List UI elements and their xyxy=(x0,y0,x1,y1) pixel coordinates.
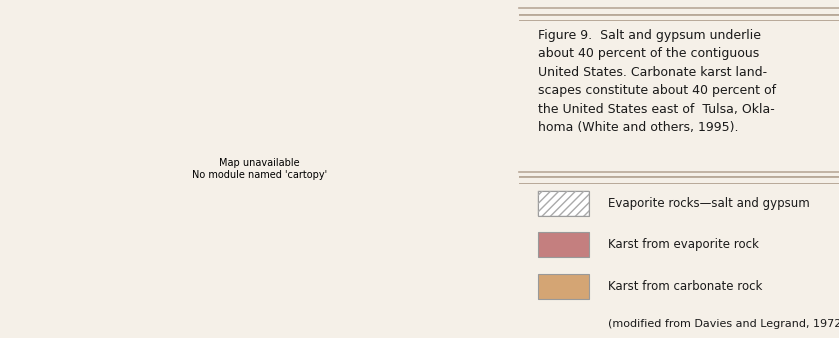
Text: Evaporite rocks—salt and gypsum: Evaporite rocks—salt and gypsum xyxy=(608,197,810,210)
Text: Karst from evaporite rock: Karst from evaporite rock xyxy=(608,238,759,251)
Text: Map unavailable
No module named 'cartopy': Map unavailable No module named 'cartopy… xyxy=(191,158,327,180)
Text: (modified from Davies and Legrand, 1972: (modified from Davies and Legrand, 1972 xyxy=(608,319,839,330)
Bar xyxy=(538,191,589,216)
Text: Karst from carbonate rock: Karst from carbonate rock xyxy=(608,280,763,293)
Text: Figure 9.  Salt and gypsum underlie
about 40 percent of the contiguous
United St: Figure 9. Salt and gypsum underlie about… xyxy=(538,29,776,134)
Bar xyxy=(538,274,589,299)
Bar xyxy=(538,232,589,257)
Bar xyxy=(538,191,589,216)
